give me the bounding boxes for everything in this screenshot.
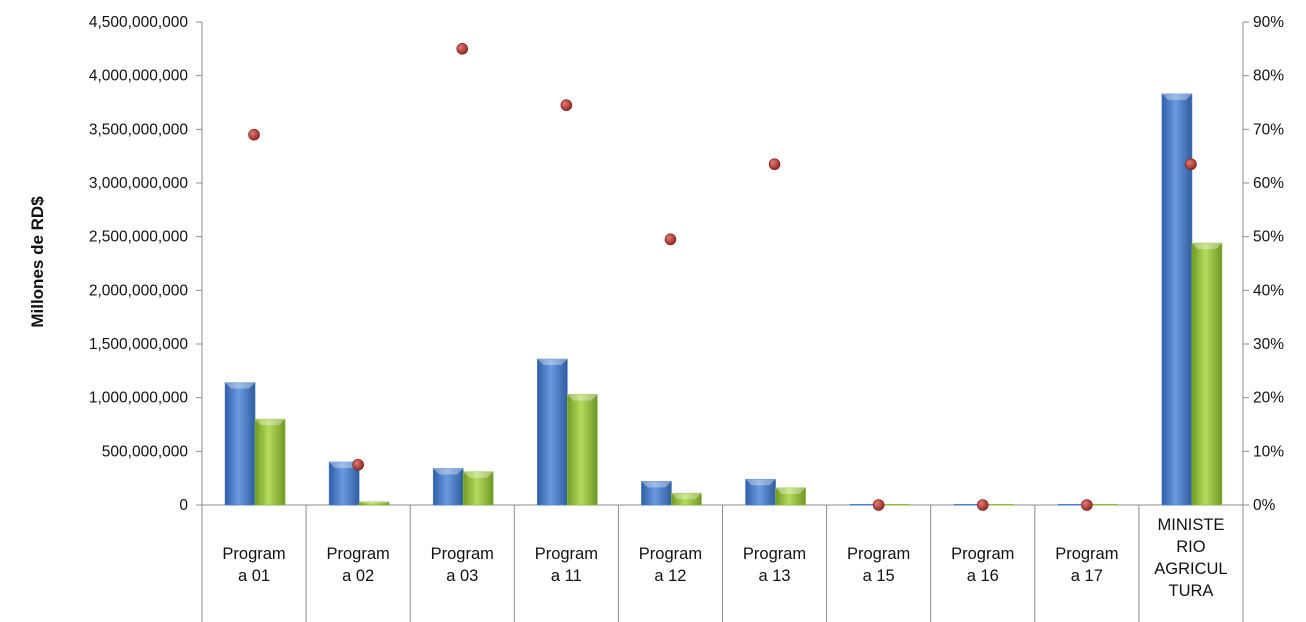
bar xyxy=(671,492,702,506)
category-labels: Program a 01 Program a 02 Program a 03 Program… xyxy=(222,516,1227,600)
bar xyxy=(358,501,390,506)
bar xyxy=(537,358,568,506)
x-tick-label: Program a 17 xyxy=(1055,545,1118,585)
scatter-point xyxy=(1081,499,1093,511)
y-tick-label: 500,000,000 xyxy=(102,443,189,460)
bar-bevel xyxy=(745,479,776,486)
x-tick-label: Program a 11 xyxy=(535,545,598,585)
bar-bevel xyxy=(775,487,806,494)
y-tick-label: 4,500,000,000 xyxy=(89,14,189,31)
bar xyxy=(1191,242,1223,506)
y2-tick-label: 10% xyxy=(1253,443,1284,460)
axes: 0 500,000,000 1,000,000,000 1,500,000,000 2,… xyxy=(89,14,1284,622)
bar-bevel xyxy=(433,468,464,475)
bar-bevel xyxy=(359,501,390,504)
y2-tick-label: 40% xyxy=(1253,282,1284,299)
y-tick-label: 2,500,000,000 xyxy=(89,229,189,246)
y2-tick-label: 80% xyxy=(1253,68,1284,85)
scatter-point xyxy=(456,43,469,55)
y-axis-label: Millones de RD$ xyxy=(28,196,47,328)
bar-bevel xyxy=(255,419,286,426)
y2-tick-label: 50% xyxy=(1253,229,1284,246)
bar-bevel xyxy=(671,493,702,500)
scatter-point xyxy=(352,458,364,471)
scatter-point xyxy=(976,499,989,511)
x-tick-label: MINISTE RIO AGRICUL TURA xyxy=(1154,516,1227,600)
bar-bevel xyxy=(225,382,256,389)
bar xyxy=(224,382,256,506)
y-tick-label: 0 xyxy=(179,497,188,514)
bar xyxy=(775,487,806,506)
y-tick-label: 2,000,000,000 xyxy=(89,282,189,299)
bar-bevel xyxy=(1191,243,1222,250)
y-tick-label: 3,000,000,000 xyxy=(89,175,189,192)
bar xyxy=(1057,504,1088,506)
bar-bevel xyxy=(641,481,672,488)
bar-bevel xyxy=(329,462,360,469)
bar xyxy=(254,418,286,506)
bar xyxy=(1087,504,1118,506)
y-tick-label: 4,000,000,000 xyxy=(89,68,189,85)
x-tick-label: Program a 01 xyxy=(222,545,285,585)
y2-tick-label: 0% xyxy=(1253,497,1276,514)
y-tick-label: 3,500,000,000 xyxy=(89,121,189,138)
points xyxy=(248,43,1197,511)
bar xyxy=(432,468,464,506)
scatter-point xyxy=(1185,158,1197,171)
x-tick-label: Program a 16 xyxy=(951,545,1014,585)
x-tick-label: Program a 13 xyxy=(743,545,806,585)
scatter-point xyxy=(872,499,885,511)
x-tick-label: Program a 15 xyxy=(847,545,910,585)
x-tick-label: Program a 12 xyxy=(639,545,702,585)
scatter-point xyxy=(664,233,677,246)
bar xyxy=(462,471,494,506)
bars xyxy=(224,93,1223,506)
bar xyxy=(1161,93,1193,506)
y2-tick-label: 30% xyxy=(1253,336,1284,353)
y2-tick-label: 90% xyxy=(1253,14,1284,31)
y-tick-label: 1,500,000,000 xyxy=(89,336,189,353)
bar xyxy=(328,461,360,506)
x-tick-label: Program a 03 xyxy=(431,545,494,585)
x-tick-label: Program a 02 xyxy=(327,545,390,585)
bar xyxy=(879,504,910,506)
bar xyxy=(983,504,1014,506)
bar-bevel xyxy=(1161,93,1192,100)
scatter-point xyxy=(768,158,781,171)
bar xyxy=(849,504,880,506)
bar xyxy=(953,504,984,506)
bar xyxy=(567,394,598,506)
bar-bevel xyxy=(463,471,494,478)
scatter-point xyxy=(560,99,573,111)
scatter-point xyxy=(248,128,260,141)
y2-tick-label: 20% xyxy=(1253,390,1284,407)
bar-bevel xyxy=(537,359,568,366)
y-tick-label: 1,000,000,000 xyxy=(89,390,189,407)
bar-bevel xyxy=(567,394,598,401)
y2-tick-label: 70% xyxy=(1253,121,1284,138)
y2-tick-label: 60% xyxy=(1253,175,1284,192)
